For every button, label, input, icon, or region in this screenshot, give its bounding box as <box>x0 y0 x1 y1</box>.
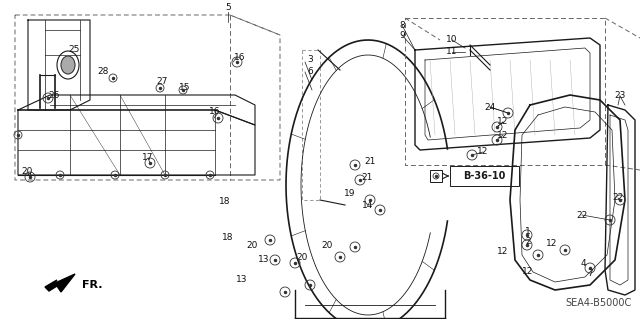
Text: 26: 26 <box>48 91 60 100</box>
Text: 19: 19 <box>344 189 356 197</box>
Text: 10: 10 <box>446 35 458 44</box>
Text: 12: 12 <box>497 130 509 139</box>
Text: 12: 12 <box>522 268 534 277</box>
Text: 2: 2 <box>525 238 531 247</box>
Text: 28: 28 <box>97 68 109 77</box>
Text: 22: 22 <box>577 211 588 219</box>
Text: 5: 5 <box>225 4 231 12</box>
Text: 12: 12 <box>497 247 509 256</box>
Text: 13: 13 <box>236 276 248 285</box>
Text: 4: 4 <box>580 258 586 268</box>
Text: 23: 23 <box>614 92 626 100</box>
Text: 22: 22 <box>612 194 623 203</box>
Text: 14: 14 <box>362 201 374 210</box>
Text: 11: 11 <box>446 48 458 56</box>
Text: 12: 12 <box>477 147 489 157</box>
Text: 20: 20 <box>246 241 258 249</box>
Text: 20: 20 <box>21 167 33 176</box>
Text: 8: 8 <box>399 20 405 29</box>
Polygon shape <box>45 274 75 292</box>
Text: 15: 15 <box>179 84 191 93</box>
Text: 20: 20 <box>296 253 308 262</box>
Text: 12: 12 <box>547 239 557 248</box>
Text: 13: 13 <box>259 256 269 264</box>
Text: 25: 25 <box>68 46 80 55</box>
Text: FR.: FR. <box>82 280 102 290</box>
Text: 21: 21 <box>362 174 372 182</box>
Text: 18: 18 <box>220 197 231 206</box>
Ellipse shape <box>61 56 75 74</box>
Text: SEA4-B5000C: SEA4-B5000C <box>566 298 632 308</box>
Text: 16: 16 <box>209 108 221 116</box>
Text: 21: 21 <box>364 158 376 167</box>
Text: 24: 24 <box>484 102 495 112</box>
Text: 3: 3 <box>307 56 313 64</box>
Text: 16: 16 <box>234 53 246 62</box>
Text: 1: 1 <box>525 227 531 236</box>
Text: 7: 7 <box>587 269 593 278</box>
Text: 17: 17 <box>142 153 154 162</box>
Text: B-36-10: B-36-10 <box>463 171 505 181</box>
Text: 12: 12 <box>497 117 509 127</box>
Text: 20: 20 <box>321 241 333 249</box>
Text: 18: 18 <box>222 233 234 241</box>
Text: 9: 9 <box>399 31 405 40</box>
Text: 6: 6 <box>307 68 313 77</box>
Text: 27: 27 <box>156 78 168 86</box>
Bar <box>430 170 442 182</box>
